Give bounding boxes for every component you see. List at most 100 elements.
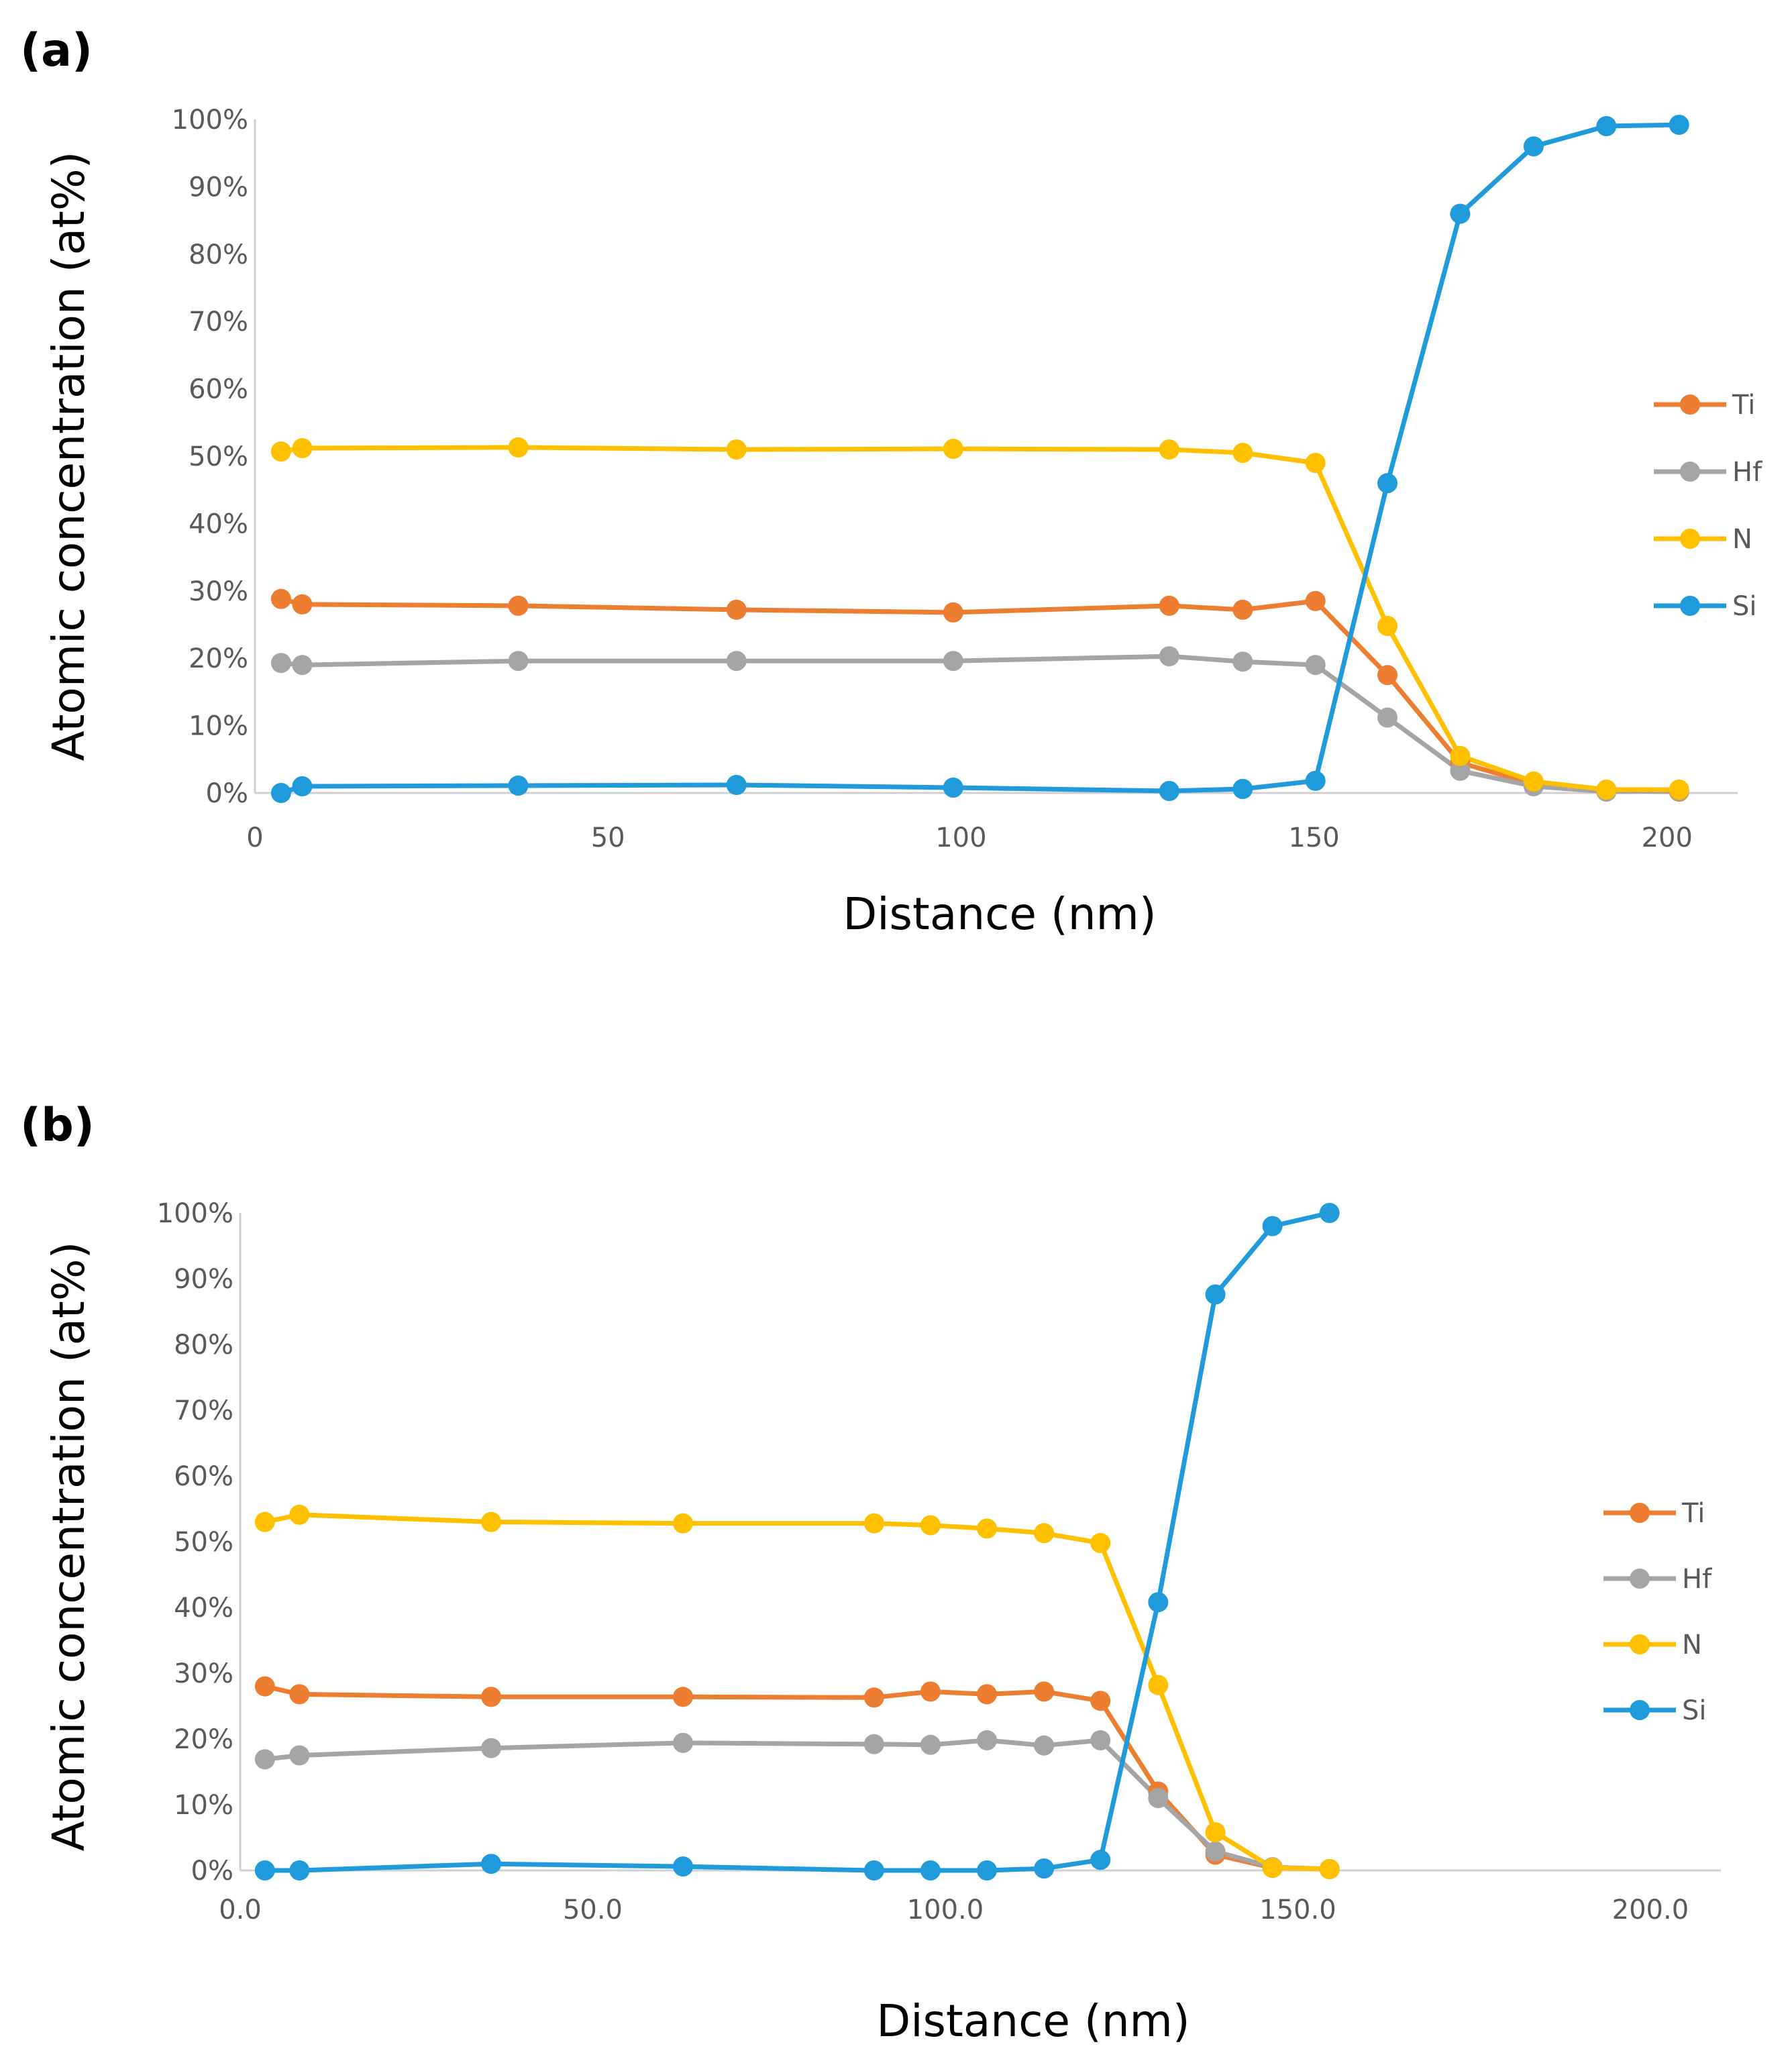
data-point-si-a — [1305, 770, 1326, 791]
legend-marker-si-b — [1630, 1700, 1650, 1720]
panel-label-b: (b) — [20, 1099, 95, 1152]
data-point-si-b — [1148, 1592, 1169, 1613]
data-point-hf-a — [1377, 707, 1398, 728]
data-point-si-b — [673, 1856, 693, 1877]
series-line-n-a — [278, 445, 1682, 792]
y-tick-label-b: 90% — [174, 1264, 233, 1295]
legend-label-hf-b: Hf — [1682, 1564, 1712, 1595]
y-tick-label-b: 50% — [174, 1527, 233, 1558]
data-point-si-a — [1450, 203, 1471, 224]
data-point-n-b — [1034, 1523, 1055, 1544]
data-point-hf-b — [673, 1732, 693, 1753]
data-point-n-b — [289, 1504, 310, 1525]
y-tick-label-a: 40% — [189, 509, 248, 539]
data-point-n-b — [1205, 1822, 1226, 1843]
data-point-ti-b — [673, 1687, 693, 1707]
y-tick-label-b: 40% — [174, 1593, 233, 1624]
legend-label-si-b: Si — [1682, 1695, 1707, 1726]
y-tick-label-b: 30% — [174, 1658, 233, 1689]
y-tick-label-a: 100% — [172, 105, 248, 136]
legend-label-n-a: N — [1732, 524, 1752, 555]
x-tick-label-b: 200.0 — [1612, 1895, 1689, 1925]
data-point-si-b — [1319, 1203, 1340, 1223]
data-point-ti-a — [1232, 599, 1253, 620]
y-axis-title-b: Atomic concentration (at%) — [43, 1242, 95, 1852]
series-line-n-b — [262, 1512, 1332, 1872]
data-point-hf-a — [1232, 651, 1253, 672]
legend-label-si-a: Si — [1732, 591, 1757, 622]
data-point-n-b — [977, 1518, 997, 1539]
y-tick-label-a: 80% — [189, 240, 248, 270]
chart-panel-b: (b) Atomic concentration (at%) Distance … — [20, 1099, 1721, 2047]
y-tick-label-b: 0% — [191, 1856, 233, 1887]
data-point-n-b — [673, 1513, 693, 1534]
y-tick-label-a: 50% — [189, 441, 248, 472]
data-point-si-a — [292, 776, 313, 796]
data-point-hf-a — [270, 653, 291, 674]
data-point-si-b — [254, 1860, 275, 1880]
data-point-si-b — [920, 1860, 941, 1880]
data-point-hf-a — [943, 651, 963, 672]
plot-area-a: 0% 10% 20% 30% 40% 50% 60% 70% 80% 90% 100% 0 50 100 1… — [172, 105, 1762, 853]
data-point-ti-a — [508, 595, 529, 616]
data-point-n-b — [863, 1513, 884, 1534]
data-point-ti-a — [1159, 595, 1179, 616]
data-point-ti-b — [920, 1681, 941, 1702]
data-point-hf-b — [254, 1749, 275, 1770]
data-point-ti-a — [270, 588, 291, 609]
y-axis-title-a: Atomic concentration (at%) — [43, 152, 95, 761]
y-tick-label-a: 70% — [189, 307, 248, 337]
y-tick-label-b: 10% — [174, 1790, 233, 1821]
data-point-n-a — [726, 439, 747, 460]
data-point-ti-a — [943, 602, 963, 623]
legend-label-ti-b: Ti — [1681, 1498, 1705, 1529]
x-axis-title-a: Distance (nm) — [843, 888, 1156, 940]
x-tick-label-b: 0.0 — [219, 1895, 262, 1925]
data-point-hf-b — [863, 1734, 884, 1754]
data-point-hf-a — [726, 651, 747, 672]
data-point-si-a — [943, 778, 963, 798]
series-line-si-b — [262, 1210, 1332, 1873]
data-point-n-a — [508, 437, 529, 458]
legend-marker-n-a — [1680, 529, 1700, 549]
y-tick-label-a: 60% — [189, 374, 248, 405]
data-point-n-a — [1669, 780, 1689, 800]
data-point-hf-a — [1305, 655, 1326, 676]
x-tick-label-a: 150 — [1288, 823, 1339, 853]
data-point-ti-b — [1090, 1691, 1111, 1711]
data-point-ti-a — [726, 599, 747, 620]
data-point-si-a — [1159, 781, 1179, 801]
data-point-n-a — [1596, 780, 1617, 800]
data-point-hf-a — [1159, 646, 1179, 667]
data-point-si-b — [1262, 1216, 1283, 1236]
x-tick-label-b: 50.0 — [563, 1895, 623, 1925]
data-point-si-b — [977, 1860, 997, 1880]
data-point-n-b — [1148, 1675, 1169, 1695]
data-point-ti-b — [1034, 1681, 1055, 1702]
data-point-si-a — [1669, 115, 1689, 135]
chart-panel-a: (a) Atomic concentration (at%) Distance … — [20, 24, 1762, 940]
data-point-hf-b — [1205, 1841, 1226, 1862]
data-point-hf-b — [1148, 1788, 1169, 1809]
data-point-si-a — [1232, 779, 1253, 799]
data-point-hf-b — [289, 1745, 310, 1766]
data-point-n-a — [1159, 439, 1179, 460]
x-tick-label-b: 100.0 — [907, 1895, 984, 1925]
y-tick-label-a: 30% — [189, 576, 248, 607]
x-tick-label-a: 0 — [246, 823, 263, 853]
data-point-n-a — [1377, 616, 1398, 636]
data-point-si-b — [289, 1860, 310, 1880]
data-point-hf-b — [1034, 1735, 1055, 1756]
plot-area-b: 0% 10% 20% 30% 40% 50% 60% 70% 80% 90% 100% 0.0 50.0… — [157, 1198, 1712, 1925]
panel-label-a: (a) — [20, 24, 93, 77]
data-point-n-a — [943, 439, 963, 459]
data-point-hf-b — [920, 1734, 941, 1755]
data-point-si-b — [481, 1854, 502, 1874]
data-point-n-b — [920, 1515, 941, 1536]
data-point-hf-a — [292, 655, 313, 676]
data-point-si-a — [1596, 116, 1617, 136]
data-point-n-b — [1262, 1858, 1283, 1878]
y-tick-label-a: 0% — [206, 778, 248, 809]
legend-marker-n-b — [1630, 1634, 1650, 1654]
data-point-ti-a — [292, 594, 313, 615]
